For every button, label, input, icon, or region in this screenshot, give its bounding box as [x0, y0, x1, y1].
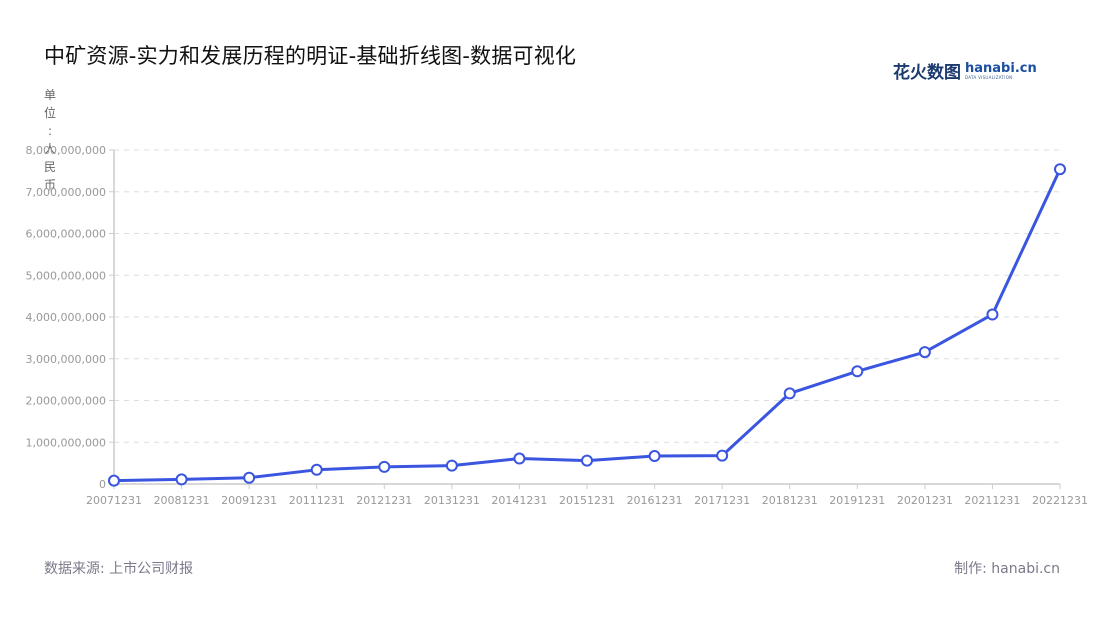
unit-char: 位: [43, 106, 56, 120]
x-tick-label: 20091231: [221, 494, 277, 507]
y-tick-label: 4,000,000,000: [26, 311, 106, 324]
data-point[interactable]: [108, 474, 120, 487]
data-point[interactable]: [918, 346, 931, 359]
unit-char: 人: [43, 142, 56, 156]
data-point[interactable]: [1054, 163, 1066, 176]
data-point[interactable]: [716, 449, 729, 462]
y-tick-label: 3,000,000,000: [26, 353, 106, 366]
data-point[interactable]: [851, 365, 864, 378]
data-point[interactable]: [243, 471, 256, 484]
x-tick-label: 20171231: [694, 494, 750, 507]
x-tick-label: 20141231: [491, 494, 547, 507]
y-tick-label: 8,000,000,000: [26, 144, 106, 157]
x-tick-label: 20201231: [897, 494, 953, 507]
data-point[interactable]: [581, 454, 593, 467]
y-tick-label: 1,000,000,000: [26, 436, 106, 449]
x-tick-label: 20211231: [964, 494, 1020, 507]
data-point[interactable]: [445, 459, 458, 472]
x-tick-label: 20071231: [86, 494, 142, 507]
x-tick-label: 20221231: [1032, 494, 1088, 507]
y-tick-label: 6,000,000,000: [26, 228, 106, 241]
y-axis-unit-label: 单 位 : 人 民 币: [43, 86, 57, 194]
credit: 制作: hanabi.cn: [954, 561, 1060, 577]
data-point[interactable]: [783, 387, 796, 400]
data-point[interactable]: [378, 460, 391, 473]
y-tick-label: 5,000,000,000: [26, 269, 106, 282]
data-point[interactable]: [986, 308, 999, 321]
data-point[interactable]: [513, 452, 526, 465]
logo-en-text: hanabi.cn: [965, 60, 1037, 76]
x-tick-label: 20121231: [356, 494, 412, 507]
y-tick-label: 0: [99, 478, 106, 491]
series-line: [113, 168, 1062, 483]
logo-sub-text: DATA VISUALIZATION: [965, 74, 1013, 80]
unit-char: :: [47, 124, 53, 138]
data-source: 数据来源: 上市公司财报: [44, 561, 194, 577]
x-tick-label: 20131231: [424, 494, 480, 507]
data-point[interactable]: [648, 450, 661, 463]
x-tick-label: 20181231: [762, 494, 818, 507]
chart-title: 中矿资源-实力和发展历程的明证-基础折线图-数据可视化: [44, 44, 577, 68]
x-tick-label: 20081231: [154, 494, 210, 507]
data-point[interactable]: [175, 473, 188, 486]
x-tick-label: 20151231: [559, 494, 615, 507]
unit-char: 单: [43, 88, 56, 102]
brand-logo: 花火数图 hanabi.cn DATA VISUALIZATION: [893, 58, 1037, 84]
unit-char: 币: [43, 178, 56, 192]
x-tick-label: 20161231: [627, 494, 683, 507]
data-point[interactable]: [310, 463, 323, 476]
x-tick-label: 20111231: [289, 494, 345, 507]
logo-cn-text: 花火数图: [893, 63, 961, 83]
y-tick-label: 7,000,000,000: [26, 186, 106, 199]
unit-char: 民: [43, 160, 56, 174]
logo-en-block: hanabi.cn DATA VISUALIZATION: [965, 62, 1037, 80]
x-tick-label: 20191231: [829, 494, 885, 507]
y-tick-label: 2,000,000,000: [26, 395, 106, 408]
